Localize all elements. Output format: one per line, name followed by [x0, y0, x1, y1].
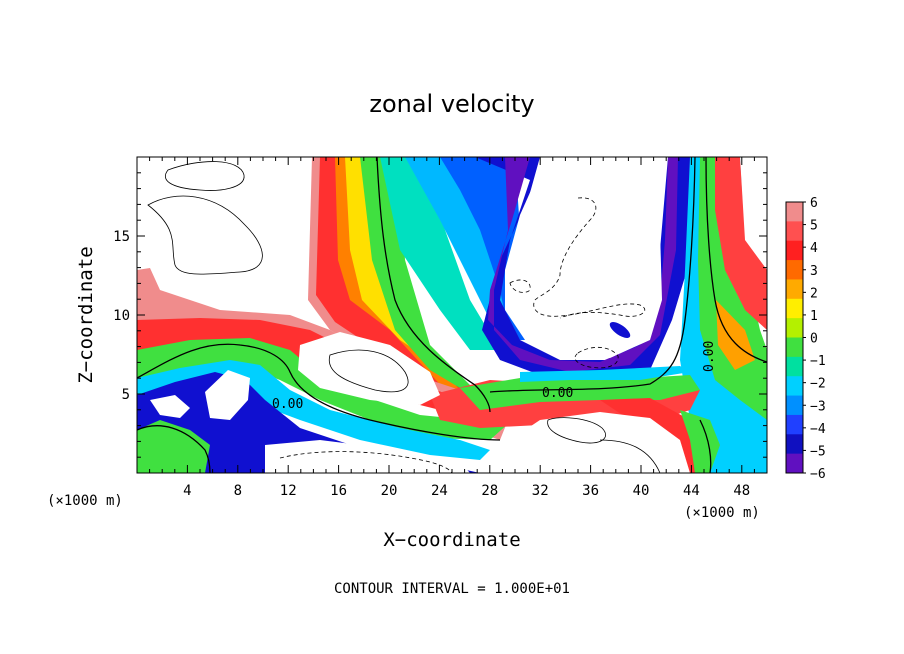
x-tick-label: 4: [183, 483, 191, 499]
colorbar: 6 5 4 3 2 1 0 −1 −2 −3 −4 −5 −6: [785, 196, 826, 482]
colorbar-tick-label: 5: [810, 219, 818, 234]
x-tick-label: 40: [633, 483, 650, 499]
colorbar-swatch: [786, 434, 803, 455]
x-tick-label: 16: [330, 483, 347, 499]
contour-lines-dashed: [279, 197, 646, 473]
colorbar-tick-label: 0: [810, 332, 818, 347]
chart-title: zonal velocity: [369, 90, 534, 118]
contour-label: 0.00: [272, 397, 303, 412]
colorbar-tick-label: −3: [810, 399, 826, 414]
velocity-field: [137, 157, 767, 473]
colorbar-tick-label: 2: [810, 286, 818, 301]
x-tick-label: 8: [234, 483, 242, 499]
colorbar-swatch: [786, 395, 803, 416]
contour-interval-footer: CONTOUR INTERVAL = 1.000E+01: [334, 581, 570, 597]
x-tick-label: 12: [280, 483, 297, 499]
colorbar-swatch: [786, 298, 803, 319]
colorbar-tick-label: 6: [810, 196, 818, 211]
x-axis: 4 8 12 16 20 24 28 32 36 40 44 48: [149, 157, 755, 499]
x-tick-label: 32: [532, 483, 549, 499]
colorbar-swatch: [786, 376, 803, 397]
colorbar-swatch: [786, 221, 803, 242]
contour-labels: 0.00 0.00 0.00: [272, 341, 717, 412]
contour-label: 0.00: [702, 341, 717, 372]
colorbar-tick-label: 1: [810, 309, 818, 324]
y-tick-label: 10: [113, 308, 130, 324]
y-tick-label: 5: [122, 387, 130, 403]
x-axis-label: X−coordinate: [383, 529, 520, 551]
x-unit-right: (×1000 m): [684, 505, 760, 521]
contour-lines: [137, 157, 767, 473]
colorbar-tick-label: −4: [810, 422, 826, 437]
x-tick-label: 28: [481, 483, 498, 499]
x-tick-label: 20: [381, 483, 398, 499]
colorbar-swatch: [786, 240, 803, 261]
colorbar-swatch: [786, 414, 803, 435]
colorbar-swatch: [786, 318, 803, 338]
colorbar-swatch: [786, 337, 803, 358]
colorbar-tick-label: −6: [810, 467, 826, 482]
x-tick-label: 36: [582, 483, 599, 499]
colorbar-swatch: [786, 202, 803, 222]
colorbar-tick-label: 3: [810, 264, 818, 279]
x-unit-left: (×1000 m): [47, 493, 123, 509]
y-axis-label: Z−coordinate: [75, 246, 97, 383]
x-tick-label: 44: [683, 483, 700, 499]
plot-area: [137, 157, 767, 473]
colorbar-tick-label: −2: [810, 377, 826, 392]
y-axis: 5 10 15: [113, 172, 767, 458]
colorbar-swatch: [786, 279, 803, 300]
contour-lines-thin: [147, 161, 661, 473]
colorbar-swatch: [786, 356, 803, 377]
x-tick-label: 48: [733, 483, 750, 499]
colorbar-tick-label: −1: [810, 354, 826, 369]
colorbar-tick-label: −5: [810, 444, 826, 459]
y-tick-label: 15: [113, 229, 130, 245]
contour-label: 0.00: [542, 386, 573, 401]
colorbar-tick-label: 4: [810, 241, 818, 256]
colorbar-swatch: [786, 260, 803, 280]
x-tick-label: 24: [431, 483, 448, 499]
colorbar-swatch: [786, 453, 803, 474]
